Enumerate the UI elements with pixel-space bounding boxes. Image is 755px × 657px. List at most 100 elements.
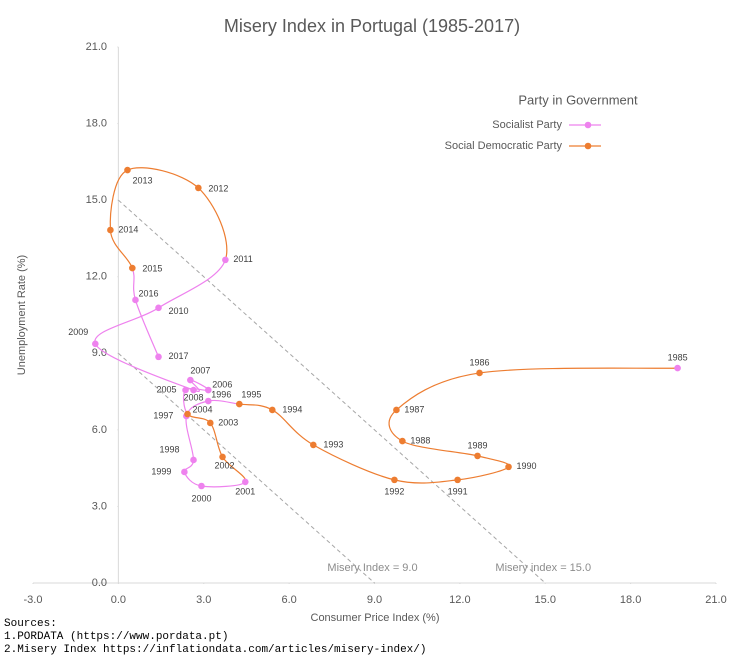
line-segment (394, 479, 458, 484)
point (206, 419, 214, 427)
point-label: 1990 (517, 461, 537, 471)
line-segment (479, 367, 678, 374)
point (399, 437, 406, 445)
point (198, 482, 205, 490)
point-label: 2013 (132, 175, 152, 185)
reference-label: Misery index = 15.0 (495, 562, 591, 574)
point-label: 1996 (211, 389, 231, 399)
point (269, 406, 276, 414)
line-segment (209, 422, 224, 458)
point (184, 410, 191, 418)
point-label: 1986 (469, 357, 489, 367)
x-tick-label: -3.0 (24, 594, 43, 606)
point (181, 468, 188, 476)
point (476, 369, 483, 377)
point-label: 2002 (215, 460, 235, 470)
x-tick-label: 0.0 (111, 594, 126, 606)
point (107, 226, 114, 234)
point-label: 2001 (235, 486, 255, 496)
point-label: 2014 (118, 224, 138, 234)
line-segment (457, 466, 509, 481)
point (129, 264, 136, 272)
point-label: 2010 (169, 306, 189, 316)
y-axis-title: Unemployment Rate (%) (16, 255, 28, 375)
line-segment (109, 229, 133, 269)
point (219, 453, 226, 461)
point (92, 340, 99, 348)
point-label: 2011 (233, 254, 252, 264)
line-segment (239, 403, 273, 411)
point (190, 456, 197, 464)
line-segment (183, 471, 202, 487)
point (241, 478, 249, 486)
line-segment (134, 299, 160, 358)
source-note: Sources: (4, 618, 57, 630)
x-tick-label: 3.0 (196, 594, 211, 606)
point-label: 1988 (410, 435, 430, 445)
point-label: 2008 (183, 392, 203, 402)
legend-label: Socialist Party (492, 119, 562, 131)
legend-label: Social Democratic Party (445, 140, 563, 152)
line-segment (109, 169, 128, 231)
y-tick-label: 6.0 (92, 424, 107, 436)
point (474, 452, 481, 460)
point-label: 2017 (169, 351, 189, 361)
y-tick-label: 3.0 (92, 500, 107, 512)
legend-marker (584, 142, 592, 150)
line-segment (388, 409, 403, 442)
line-segment (477, 455, 510, 468)
line-segment (127, 167, 199, 189)
y-tick-label: 12.0 (86, 271, 107, 283)
chart-title: Misery Index in Portugal (1985-2017) (224, 16, 520, 36)
point-label: 2012 (208, 183, 228, 193)
point (454, 476, 461, 484)
point-label: 1989 (468, 440, 488, 450)
x-axis-title: Consumer Price Index (%) (311, 612, 440, 624)
point (155, 304, 162, 312)
reference-line (118, 352, 375, 584)
line-segment (131, 267, 137, 301)
point-label: 2000 (191, 493, 211, 503)
point-label: 2009 (68, 327, 88, 337)
point (205, 397, 212, 405)
legend-marker (584, 121, 592, 129)
reference-label: Misery Index = 9.0 (327, 562, 417, 574)
point (674, 364, 681, 372)
line-segment (94, 307, 159, 345)
point-label: 2016 (138, 288, 158, 298)
source-note: 2.Misery Index https://inflationdata.com… (4, 644, 426, 656)
line-segment (396, 372, 480, 411)
point-label: 1994 (282, 404, 302, 414)
x-tick-label: 9.0 (367, 594, 382, 606)
point-label: 1987 (404, 404, 424, 414)
x-tick-label: 12.0 (449, 594, 470, 606)
point (124, 166, 131, 174)
point-label: 2007 (190, 365, 210, 375)
point-label: 2004 (193, 404, 213, 414)
y-tick-label: 15.0 (86, 194, 107, 206)
point (236, 400, 243, 408)
point-label: 1992 (384, 486, 404, 496)
point-label: 1997 (153, 410, 173, 420)
y-tick-label: 21.0 (86, 41, 107, 53)
point-label: 1985 (668, 352, 688, 362)
line-segment (187, 413, 211, 424)
point-label: 1993 (323, 439, 343, 449)
line-segment (208, 399, 240, 405)
point (155, 353, 162, 361)
line-segment (402, 440, 478, 457)
x-tick-label: 18.0 (620, 594, 641, 606)
line-segment (197, 187, 228, 261)
point (391, 476, 398, 484)
point (182, 386, 189, 394)
point (393, 406, 400, 414)
point (132, 296, 139, 304)
reference-line (118, 199, 546, 584)
point-label: 1998 (159, 444, 179, 454)
point-label: 1991 (448, 486, 468, 496)
point-label: 1999 (151, 466, 171, 476)
line-segment (313, 444, 395, 481)
x-tick-label: 15.0 (535, 594, 556, 606)
x-tick-label: 6.0 (281, 594, 296, 606)
